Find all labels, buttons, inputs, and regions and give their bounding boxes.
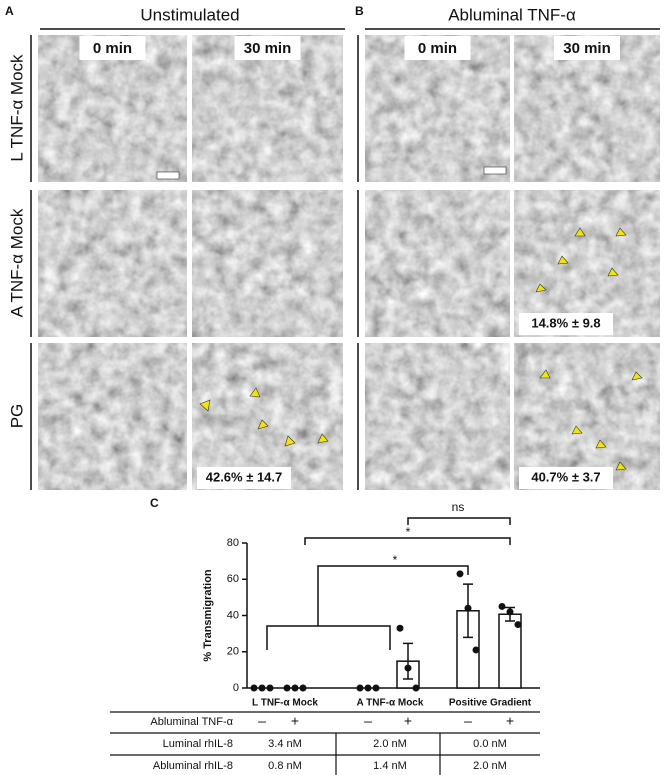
- data-point: [372, 684, 380, 692]
- micrograph: [514, 190, 660, 337]
- row-label: A TNF-α Mock: [7, 208, 26, 317]
- significance-label: *: [406, 525, 411, 539]
- table-cell: –: [364, 713, 372, 729]
- x-tick-label: L TNF-α Mock: [252, 698, 318, 709]
- y-tick-label: 60: [227, 573, 239, 585]
- table-cell: –: [258, 713, 266, 729]
- table-cell: 0.8 nM: [268, 760, 302, 772]
- micrograph: [365, 190, 510, 337]
- data-point: [396, 624, 404, 632]
- data-point: [258, 684, 266, 692]
- table-cell: –: [464, 713, 472, 729]
- data-point: [506, 608, 514, 616]
- time-label: 30 min: [563, 40, 611, 57]
- data-point: [250, 684, 258, 692]
- significance-bracket: [266, 565, 469, 650]
- arrowheads: [199, 227, 643, 471]
- y-tick-label: 20: [227, 646, 239, 658]
- panel-title: Abluminal TNF-α: [448, 5, 576, 24]
- y-axis-label: % Transmigration: [202, 569, 214, 662]
- row-label: PG: [7, 404, 26, 429]
- quant-label: 40.7% ± 3.7: [531, 469, 600, 484]
- time-label: 30 min: [244, 40, 292, 57]
- table-cell: +: [291, 713, 299, 729]
- panel-title: Unstimulated: [140, 5, 239, 24]
- panel-label: B: [355, 4, 364, 18]
- panel-label: A: [5, 4, 14, 18]
- table-row-label: Abluminal TNF-α: [150, 716, 233, 728]
- micrograph: [192, 190, 343, 337]
- scale-bar: [156, 171, 180, 180]
- table-cell: 2.0 nM: [473, 760, 507, 772]
- data-point: [404, 664, 412, 672]
- quant-label: 14.8% ± 9.8: [531, 315, 600, 330]
- row-label: L TNF-α Mock: [7, 54, 26, 162]
- time-box: [404, 36, 471, 60]
- data-point: [456, 570, 464, 578]
- error-bar: [403, 642, 413, 680]
- significance-bracket: [304, 537, 511, 545]
- micrograph: [38, 190, 187, 337]
- data-point: [266, 684, 274, 692]
- x-tick-label: A TNF-α Mock: [357, 698, 424, 709]
- significance-bracket: [407, 517, 511, 525]
- table-cell: 1.4 nM: [373, 760, 407, 772]
- table-cell: 3.4 nM: [268, 738, 302, 750]
- quant-label: 42.6% ± 14.7: [206, 469, 283, 484]
- table-cell: 2.0 nM: [373, 738, 407, 750]
- data-point: [464, 604, 472, 612]
- time-box: [79, 36, 146, 60]
- y-tick-label: 0: [233, 682, 239, 694]
- time-label: 0 min: [93, 40, 132, 57]
- y-tick-label: 40: [227, 609, 239, 621]
- table-cell: 0.0 nM: [473, 738, 507, 750]
- time-label: 0 min: [418, 40, 457, 57]
- micrograph: [514, 343, 660, 490]
- data-point: [364, 684, 372, 692]
- table-row-label: Luminal rhIL-8: [163, 738, 233, 750]
- panel-label: C: [150, 496, 159, 510]
- micrograph: [192, 343, 343, 490]
- data-point: [498, 602, 506, 610]
- data-point: [412, 684, 420, 692]
- quant-box: [197, 467, 291, 489]
- table-row-label: Abluminal rhIL-8: [153, 760, 233, 772]
- data-point: [356, 684, 364, 692]
- significance-label: ns: [452, 500, 465, 514]
- x-tick-label: Positive Gradient: [449, 698, 532, 709]
- significance-label: *: [393, 553, 398, 567]
- micrograph: [38, 343, 187, 490]
- table-cell: +: [404, 713, 412, 729]
- data-point: [514, 621, 522, 629]
- table-cell: +: [506, 713, 514, 729]
- time-box: [554, 36, 620, 60]
- y-tick-label: 80: [227, 537, 239, 549]
- data-point: [472, 646, 480, 654]
- micrograph: [365, 343, 510, 490]
- data-point: [291, 684, 299, 692]
- quant-box: [519, 467, 613, 489]
- data-point: [299, 684, 307, 692]
- time-box: [234, 36, 301, 60]
- data-point: [283, 684, 291, 692]
- scale-bar: [483, 166, 507, 175]
- quant-box: [519, 313, 613, 335]
